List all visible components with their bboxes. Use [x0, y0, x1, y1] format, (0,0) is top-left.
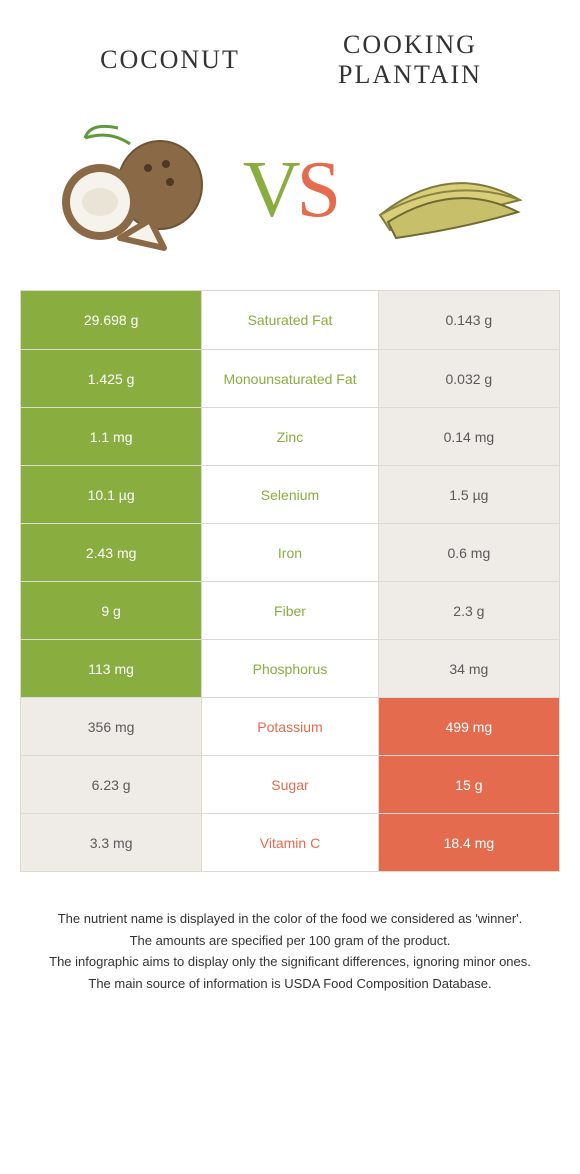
value-left: 3.3 mg: [21, 814, 201, 871]
value-right: 0.14 mg: [379, 408, 559, 465]
value-left: 1.1 mg: [21, 408, 201, 465]
table-row: 356 mgPotassium499 mg: [21, 697, 559, 755]
hero-row: VS: [20, 120, 560, 290]
nutrient-label: Iron: [201, 524, 379, 581]
coconut-illustration: [50, 120, 210, 260]
vs-s: S: [297, 146, 338, 234]
table-row: 10.1 µgSelenium1.5 µg: [21, 465, 559, 523]
comparison-table: 29.698 gSaturated Fat0.143 g1.425 gMonou…: [20, 290, 560, 872]
value-left: 113 mg: [21, 640, 201, 697]
food-right-title: Cooking plantain: [290, 30, 530, 90]
value-left: 29.698 g: [21, 291, 201, 349]
value-right: 0.143 g: [379, 291, 559, 349]
table-row: 2.43 mgIron0.6 mg: [21, 523, 559, 581]
food-left-title: Coconut: [50, 45, 290, 75]
nutrient-label: Monounsaturated Fat: [201, 350, 379, 407]
vs-label: VS: [243, 145, 337, 236]
value-right: 34 mg: [379, 640, 559, 697]
footnote-line: The main source of information is USDA F…: [40, 974, 540, 994]
value-right: 1.5 µg: [379, 466, 559, 523]
value-left: 6.23 g: [21, 756, 201, 813]
plantain-illustration: [370, 120, 530, 260]
food-right-name-line1: Cooking: [290, 30, 530, 60]
table-row: 9 gFiber2.3 g: [21, 581, 559, 639]
footnote-line: The nutrient name is displayed in the co…: [40, 909, 540, 929]
value-left: 9 g: [21, 582, 201, 639]
value-left: 356 mg: [21, 698, 201, 755]
nutrient-label: Zinc: [201, 408, 379, 465]
value-left: 10.1 µg: [21, 466, 201, 523]
table-row: 113 mgPhosphorus34 mg: [21, 639, 559, 697]
nutrient-label: Potassium: [201, 698, 379, 755]
footnotes: The nutrient name is displayed in the co…: [20, 872, 560, 993]
table-row: 3.3 mgVitamin C18.4 mg: [21, 813, 559, 871]
value-right: 18.4 mg: [379, 814, 559, 871]
nutrient-label: Phosphorus: [201, 640, 379, 697]
nutrient-label: Saturated Fat: [201, 291, 379, 349]
value-right: 15 g: [379, 756, 559, 813]
nutrient-label: Selenium: [201, 466, 379, 523]
comparison-infographic: Coconut Cooking plantain VS: [0, 0, 580, 1035]
nutrient-label: Fiber: [201, 582, 379, 639]
table-row: 6.23 gSugar15 g: [21, 755, 559, 813]
vs-v: V: [243, 146, 297, 234]
table-row: 29.698 gSaturated Fat0.143 g: [21, 291, 559, 349]
table-row: 1.425 gMonounsaturated Fat0.032 g: [21, 349, 559, 407]
nutrient-label: Vitamin C: [201, 814, 379, 871]
value-left: 1.425 g: [21, 350, 201, 407]
nutrient-label: Sugar: [201, 756, 379, 813]
value-right: 0.032 g: [379, 350, 559, 407]
value-left: 2.43 mg: [21, 524, 201, 581]
value-right: 499 mg: [379, 698, 559, 755]
footnote-line: The infographic aims to display only the…: [40, 952, 540, 972]
table-row: 1.1 mgZinc0.14 mg: [21, 407, 559, 465]
value-right: 2.3 g: [379, 582, 559, 639]
header-titles: Coconut Cooking plantain: [20, 30, 560, 120]
food-right-name-line2: plantain: [290, 60, 530, 90]
value-right: 0.6 mg: [379, 524, 559, 581]
food-left-name: Coconut: [50, 45, 290, 75]
footnote-line: The amounts are specified per 100 gram o…: [40, 931, 540, 951]
